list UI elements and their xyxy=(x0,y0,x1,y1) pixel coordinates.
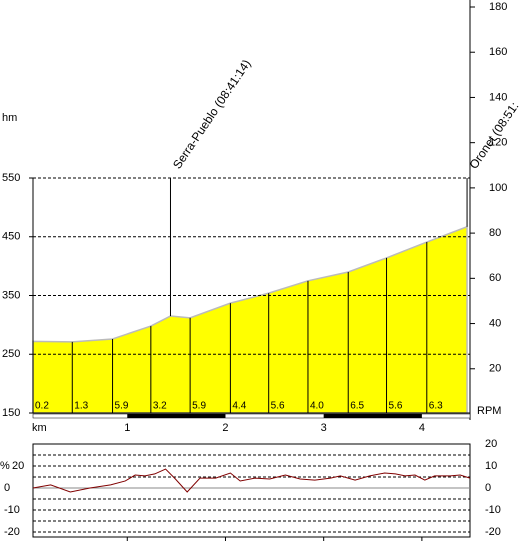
gradient-line xyxy=(32,468,471,493)
y2-tick-label: -20 xyxy=(485,526,501,538)
y2-axis-label: RPM xyxy=(477,405,501,417)
y-tick-label: -10 xyxy=(4,504,20,516)
x-tick-label: 1 xyxy=(124,422,130,434)
y2-tick-label: 10 xyxy=(485,460,497,472)
segment-label: 4.4 xyxy=(232,401,246,412)
segment-label: 6.3 xyxy=(429,401,443,412)
y2-tick-label: -10 xyxy=(485,504,501,516)
y2-tick-label: 180 xyxy=(489,1,507,13)
x-tick-label: 3 xyxy=(321,422,327,434)
y-tick-label: 20 xyxy=(12,460,24,472)
x-tick-label: 2 xyxy=(222,422,228,434)
segment-label: 5.9 xyxy=(115,401,129,412)
y2-tick-label: 100 xyxy=(489,182,507,194)
scale-band xyxy=(127,414,226,418)
scale-band xyxy=(323,414,422,418)
y-tick-label: 550 xyxy=(2,172,20,184)
y2-tick-label: 160 xyxy=(489,46,507,58)
elevation-area xyxy=(32,225,468,414)
annotation-text: Oronet (08:51: xyxy=(467,99,520,171)
segment-label: 0.2 xyxy=(35,401,49,412)
segment-label: 4.0 xyxy=(310,401,324,412)
annotation-text: Serra-Pueblo (08:41:14) xyxy=(170,57,254,172)
y-tick-label: 150 xyxy=(2,407,20,419)
segment-label: 3.2 xyxy=(153,401,167,412)
y-tick-label: 450 xyxy=(2,231,20,243)
segment-label: 5.6 xyxy=(271,401,285,412)
y2-tick-label: 140 xyxy=(489,91,507,103)
x-tick-label: 4 xyxy=(419,422,425,434)
y2-tick-label: 20 xyxy=(489,363,501,375)
y-tick-label: 250 xyxy=(2,348,20,360)
y2-tick-label: 0 xyxy=(485,482,491,494)
scale-bar xyxy=(32,413,471,419)
segment-label: 5.6 xyxy=(389,401,403,412)
y-axis-label: % xyxy=(0,460,10,472)
y2-tick-label: 60 xyxy=(489,272,501,284)
y2-tick-label: 40 xyxy=(489,317,501,329)
y-axis-label: hm xyxy=(2,112,17,124)
y-tick-label: 350 xyxy=(2,289,20,301)
segment-label: 1.3 xyxy=(74,401,88,412)
y2-tick-label: 80 xyxy=(489,227,501,239)
segment-label: 5.9 xyxy=(192,401,206,412)
y-tick-label: -20 xyxy=(4,526,20,538)
plot-frame xyxy=(32,443,471,538)
y-tick-label: 0 xyxy=(4,482,10,494)
segment-label: 6.5 xyxy=(350,401,364,412)
x-axis-label: km xyxy=(32,422,47,434)
y2-tick-label: 120 xyxy=(489,137,507,149)
y2-tick-label: 20 xyxy=(485,438,497,450)
